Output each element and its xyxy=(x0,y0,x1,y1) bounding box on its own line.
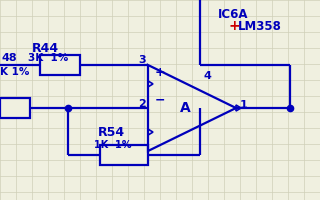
Bar xyxy=(0,98,30,118)
Text: 1: 1 xyxy=(240,100,248,110)
Text: LM358: LM358 xyxy=(238,20,282,32)
Text: K 1%: K 1% xyxy=(0,67,29,77)
Text: R54: R54 xyxy=(98,127,125,140)
Text: +: + xyxy=(228,19,240,33)
Text: R44: R44 xyxy=(32,42,59,54)
Bar xyxy=(100,145,148,165)
Text: 48: 48 xyxy=(2,53,18,63)
Text: 3K  1%: 3K 1% xyxy=(28,53,68,63)
Text: +: + xyxy=(155,66,166,78)
Bar xyxy=(40,55,80,75)
Text: IC6A: IC6A xyxy=(218,7,249,21)
Text: 3: 3 xyxy=(138,55,146,65)
Text: −: − xyxy=(155,94,165,106)
Text: 2: 2 xyxy=(138,99,146,109)
Text: 1K  1%: 1K 1% xyxy=(94,140,132,150)
Text: A: A xyxy=(180,101,190,115)
Text: 4: 4 xyxy=(203,71,211,81)
